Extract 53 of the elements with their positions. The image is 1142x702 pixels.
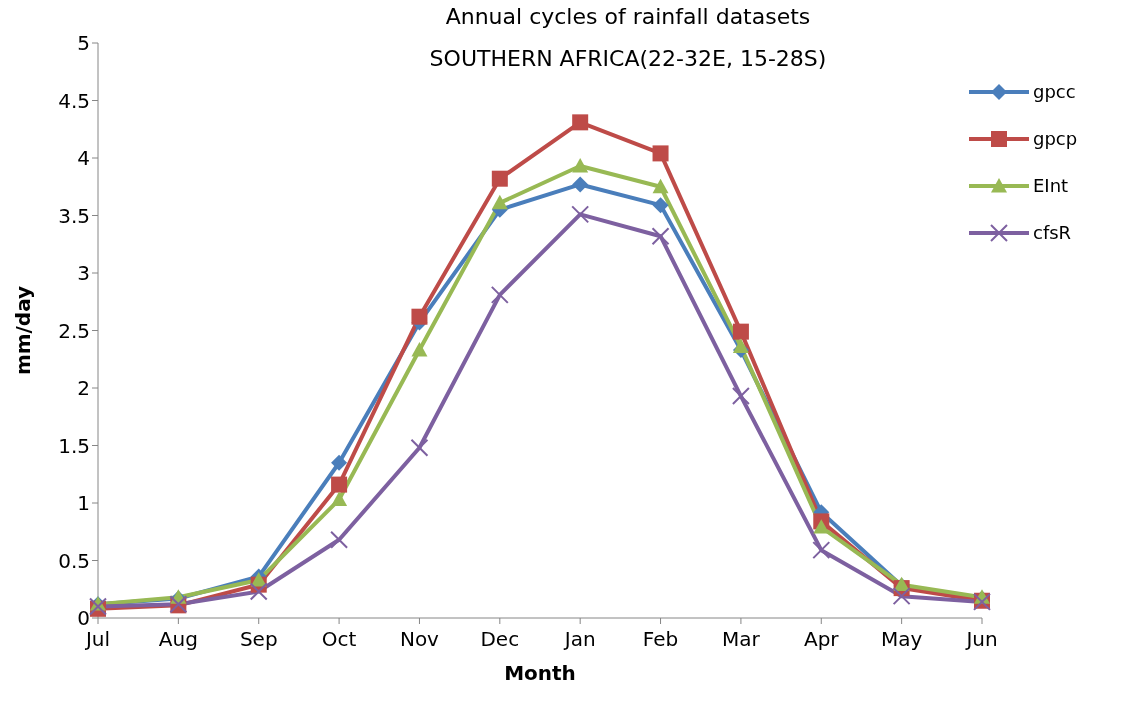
y-tick-label: 2	[77, 376, 90, 401]
point	[892, 587, 911, 606]
point	[491, 194, 508, 210]
y-tick-label: 1.5	[58, 433, 90, 458]
y-tick-label: 2.5	[58, 318, 90, 343]
point	[410, 438, 429, 457]
chart-subtitle: SOUTHERN AFRICA(22-32E, 15-28S)	[428, 46, 828, 71]
y-axis-title: mm/day	[11, 285, 36, 376]
x-tick-label: Feb	[642, 627, 679, 652]
point	[491, 170, 508, 187]
point	[652, 145, 669, 162]
legend-label: cfsR	[1033, 222, 1072, 243]
point	[572, 158, 589, 173]
point	[572, 114, 589, 131]
x-tick-label: Dec	[480, 627, 520, 652]
x-tick-label: Jun	[964, 627, 998, 652]
point	[732, 338, 749, 353]
legend-label: gpcc	[1033, 81, 1076, 102]
point	[411, 342, 428, 357]
x-tick-label: Oct	[321, 627, 357, 652]
y-tick-label: 3	[77, 261, 90, 286]
y-tick-label: 0.5	[58, 548, 90, 573]
point	[490, 285, 509, 304]
point	[331, 454, 348, 471]
legend-label: gpcp	[1033, 128, 1078, 149]
point	[571, 205, 590, 224]
y-tick-label: 3.5	[58, 203, 90, 228]
point	[249, 582, 268, 601]
y-tick-label: 5	[77, 31, 90, 56]
point	[731, 387, 750, 406]
point	[572, 176, 589, 193]
x-tick-label: Nov	[399, 627, 440, 652]
point	[652, 197, 669, 214]
chart-title: Annual cycles of rainfall datasets	[444, 4, 812, 29]
x-tick-label: Mar	[722, 627, 761, 652]
point	[331, 491, 348, 506]
y-tick-label: 4.5	[58, 88, 90, 113]
legend-label: EInt	[1033, 175, 1069, 196]
point	[651, 227, 670, 246]
x-tick-label: Aug	[158, 627, 198, 652]
point	[652, 178, 669, 194]
x-axis-title: Month	[504, 661, 576, 685]
point	[411, 308, 428, 325]
x-tick-label: May	[880, 627, 923, 652]
x-tick-label: Apr	[803, 627, 840, 652]
y-tick-label: 4	[77, 146, 90, 171]
point	[732, 323, 749, 340]
point	[330, 530, 349, 549]
y-tick-label: 1	[77, 491, 90, 516]
x-tick-label: Sep	[239, 627, 278, 652]
x-tick-label: Jan	[562, 627, 596, 652]
point	[331, 476, 348, 493]
point	[812, 541, 831, 560]
